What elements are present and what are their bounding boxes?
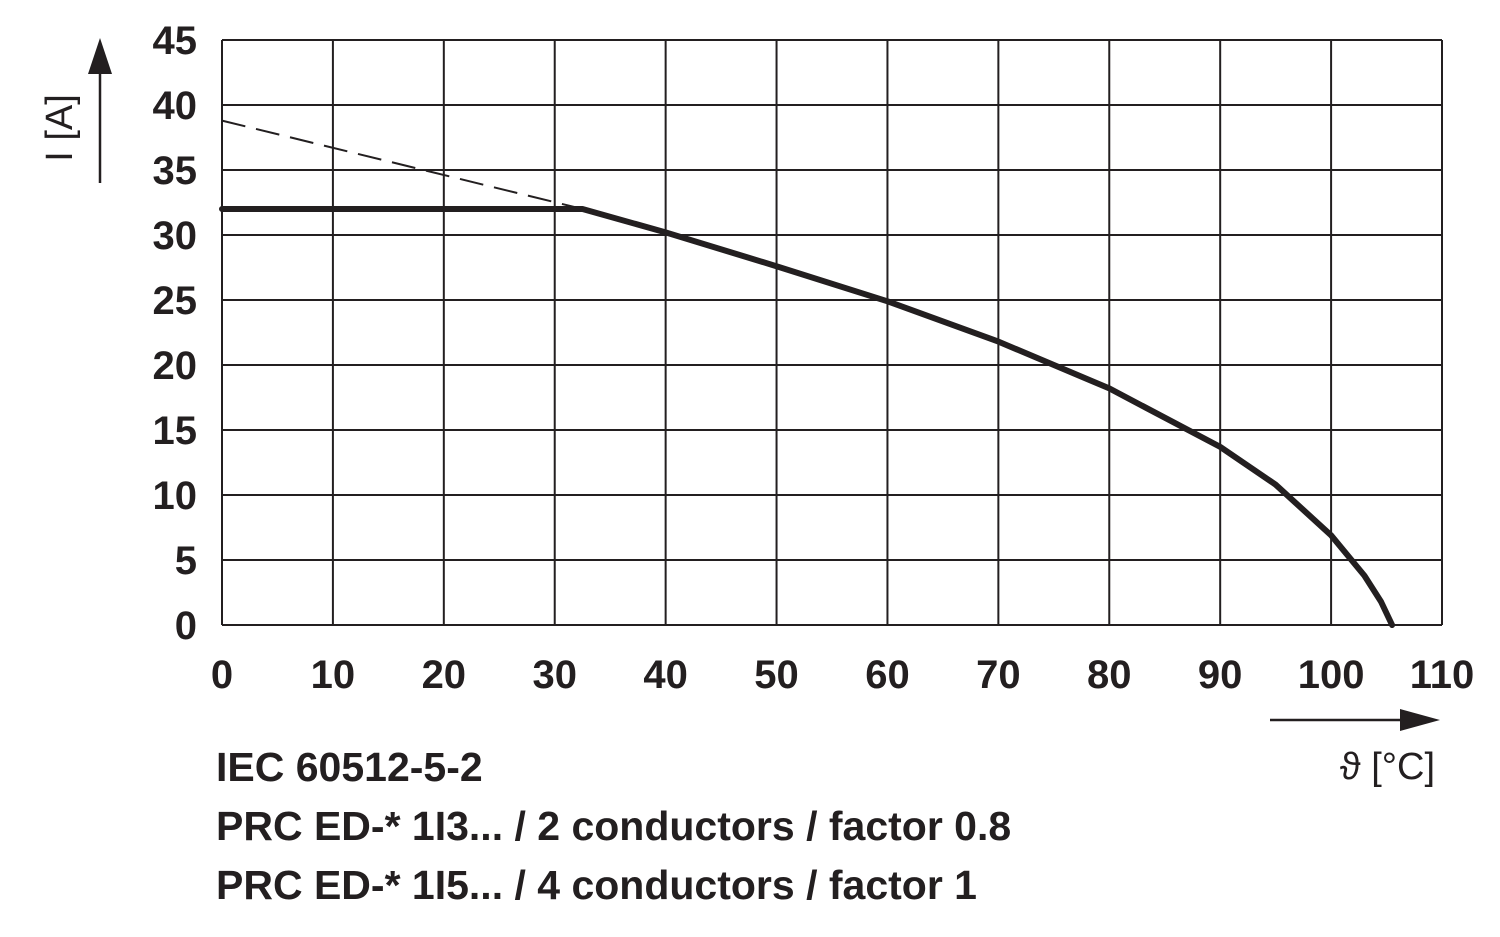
series-line-solid: [219, 206, 1396, 628]
y-tick-label-2: 10: [153, 474, 198, 518]
x-tick-label-3: 30: [532, 653, 577, 697]
x-axis-arrow: [1270, 709, 1440, 731]
x-tick-label-8: 80: [1087, 653, 1132, 697]
y-tick-label-6: 30: [153, 214, 198, 258]
x-tick-label-7: 70: [976, 653, 1021, 697]
x-tick-label-6: 60: [865, 653, 910, 697]
x-tick-label-4: 40: [643, 653, 688, 697]
x-axis-label: ϑ [°C]: [1340, 746, 1435, 788]
x-tick-label-1: 10: [311, 653, 356, 697]
plot-grid: [221, 39, 1443, 626]
note-variant-4-conductors: PRC ED-* 1I5... / 4 conductors / factor …: [216, 862, 977, 908]
note-standard: IEC 60512-5-2: [216, 744, 483, 790]
x-tick-label-0: 0: [211, 653, 233, 697]
y-axis-arrow: [88, 38, 112, 183]
x-tick-label-10: 100: [1298, 653, 1365, 697]
y-tick-label-7: 35: [153, 149, 198, 193]
series-line-dashed: [221, 119, 583, 210]
y-tick-label-3: 15: [153, 409, 198, 453]
y-tick-label-0: 0: [175, 604, 197, 648]
y-tick-labels: 0 5 10 15 20 25 30 35 40 45: [153, 19, 198, 648]
x-tick-label-5: 50: [754, 653, 799, 697]
y-tick-label-8: 40: [153, 84, 198, 128]
x-tick-label-11: 110: [1410, 653, 1475, 697]
chart-notes: IEC 60512-5-2 PRC ED-* 1I3... / 2 conduc…: [216, 738, 1011, 915]
x-tick-label-2: 20: [422, 653, 467, 697]
y-tick-label-4: 20: [153, 344, 198, 388]
note-variant-2-conductors: PRC ED-* 1I3... / 2 conductors / factor …: [216, 803, 1012, 849]
x-tick-label-9: 90: [1198, 653, 1243, 697]
y-tick-label-9: 45: [153, 19, 198, 63]
y-axis-label: I [A]: [39, 94, 81, 162]
x-tick-labels: 0 10 20 30 40 50 60 70 80 90 100 110: [211, 653, 1474, 697]
plot-series: [219, 119, 1396, 628]
y-tick-label-1: 5: [175, 539, 197, 583]
y-tick-label-5: 25: [153, 279, 198, 323]
